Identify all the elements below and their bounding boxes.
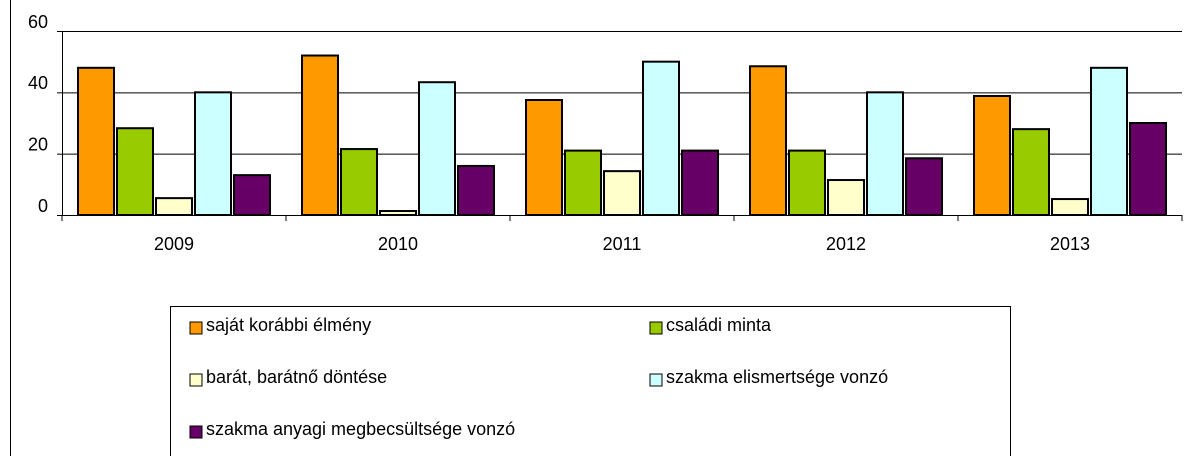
bar: [77, 66, 115, 216]
bar: [457, 164, 495, 216]
bar: [194, 91, 232, 216]
bar: [749, 65, 787, 217]
bar: [642, 60, 680, 216]
y-tick-label: 20: [28, 134, 48, 154]
y-tick-label: 40: [28, 73, 48, 93]
legend-swatch: [649, 373, 663, 387]
bar: [973, 95, 1011, 216]
legend-label: családi minta: [666, 315, 772, 335]
bar: [564, 149, 602, 217]
bar: [1129, 122, 1167, 216]
bar: [418, 81, 456, 216]
legend-swatch: [189, 373, 203, 387]
bar: [155, 197, 193, 216]
legend-box: [170, 306, 1011, 456]
x-tick-label: 2010: [378, 234, 418, 254]
x-tick-label: 2009: [154, 234, 194, 254]
legend-label: barát, barátnő döntése: [206, 367, 387, 387]
legend-swatch: [649, 321, 663, 335]
x-tick-label: 2012: [826, 234, 866, 254]
bar: [116, 127, 154, 216]
legend-swatch: [189, 321, 203, 335]
bar: [827, 179, 865, 216]
bar: [603, 170, 641, 216]
legend-label: szakma elismertsége vonzó: [666, 367, 888, 387]
legend-label: saját korábbi élmény: [206, 315, 371, 335]
y-tick-label: 60: [28, 12, 48, 32]
y-tick-label: 0: [38, 196, 48, 216]
bar: [905, 157, 943, 216]
bar: [301, 54, 339, 216]
bar: [1051, 198, 1089, 216]
bar: [788, 149, 826, 217]
bar: [1090, 66, 1128, 216]
bar: [866, 91, 904, 216]
bar: [233, 174, 271, 216]
bar: [525, 99, 563, 216]
legend-swatch: [189, 425, 203, 439]
legend-label: szakma anyagi megbecsültsége vonzó: [206, 419, 515, 439]
bar: [340, 148, 378, 216]
x-tick-label: 2013: [1050, 234, 1090, 254]
bar: [379, 210, 417, 217]
bar: [681, 149, 719, 217]
bar: [1012, 128, 1050, 216]
x-tick-label: 2011: [603, 234, 642, 254]
